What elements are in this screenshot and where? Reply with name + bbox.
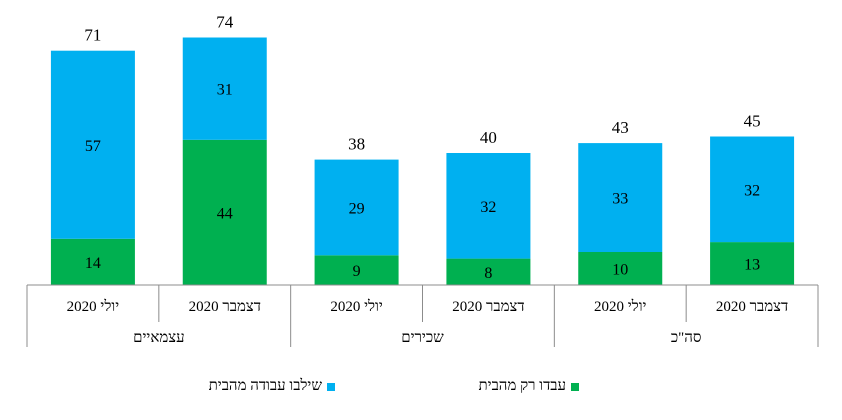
category-label-c3: דצמבר 2020: [452, 299, 524, 315]
group-label-2: סה"כ: [671, 330, 702, 346]
bar-segment-s1-c1: [182, 37, 267, 140]
bar-segment-s1-c0: [50, 50, 135, 239]
category-label-c1: דצמבר 2020: [189, 299, 261, 315]
bar-segment-s0-c3: [446, 258, 531, 285]
data-label-s1-c5: 32: [744, 182, 760, 199]
bar-segment-s1-c3: [446, 153, 531, 259]
total-label-c4: 43: [612, 118, 629, 137]
data-label-s0-c2: 9: [353, 263, 361, 280]
total-label-c0: 71: [84, 26, 101, 45]
category-label-c5: דצמבר 2020: [716, 299, 788, 315]
bar-segment-s0-c4: [578, 252, 663, 285]
data-label-s0-c4: 10: [612, 262, 628, 279]
bar-segment-s0-c0: [50, 238, 135, 285]
legend-swatch-home-only: [571, 382, 579, 391]
data-label-s1-c3: 32: [480, 199, 496, 216]
total-label-c2: 38: [348, 135, 365, 154]
total-label-c1: 74: [216, 13, 234, 32]
bar-segment-s1-c5: [710, 136, 795, 243]
legend: שילבו עבודה מהבית עבדו רק מהבית: [0, 378, 842, 402]
category-label-c0: יולי 2020: [67, 298, 120, 315]
category-label-c4: יולי 2020: [594, 298, 647, 315]
group-label-1: שכירים: [401, 330, 444, 346]
data-label-s1-c4: 33: [612, 191, 628, 208]
total-label-c3: 40: [480, 128, 497, 147]
data-label-s0-c5: 13: [744, 257, 760, 274]
data-label-s0-c3: 8: [484, 265, 492, 282]
legend-label-home-only: עבדו רק מהבית: [478, 378, 567, 394]
legend-label-combined: שילבו עבודה מהבית: [208, 378, 322, 394]
data-label-s0-c0: 14: [85, 255, 101, 272]
data-label-s1-c1: 31: [217, 82, 233, 99]
data-label-s0-c1: 44: [217, 205, 233, 222]
bar-segment-s1-c4: [578, 143, 663, 252]
bar-segment-s0-c5: [710, 242, 795, 285]
bar-segment-s0-c2: [314, 255, 399, 285]
legend-swatch-combined: [327, 382, 335, 391]
legend-item-combined: שילבו עבודה מהבית: [209, 378, 335, 395]
bar-segment-s1-c2: [314, 159, 399, 256]
bar-segment-s0-c1: [182, 139, 267, 285]
total-label-c5: 45: [744, 112, 761, 131]
data-label-s1-c2: 29: [349, 200, 365, 217]
category-label-c2: יולי 2020: [330, 298, 383, 315]
legend-item-home-only: עבדו רק מהבית: [478, 378, 579, 395]
data-label-s1-c0: 57: [85, 138, 101, 155]
group-label-0: עצמאיים: [133, 330, 184, 346]
